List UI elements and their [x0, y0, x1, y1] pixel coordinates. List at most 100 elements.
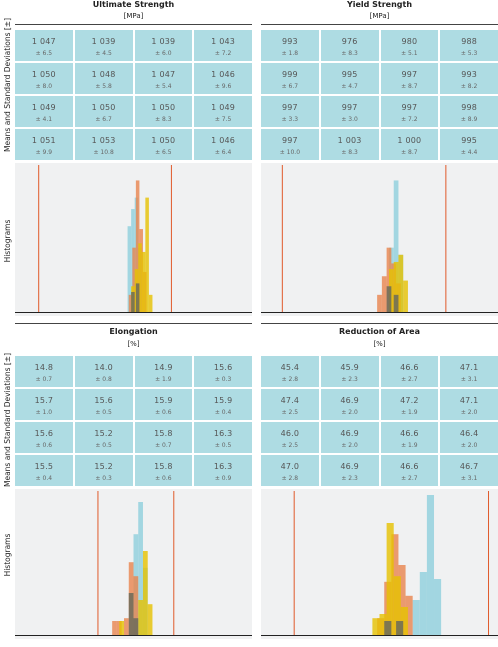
panel-unit: [%] [373, 340, 386, 348]
stat-sd: ± 0.5 [214, 442, 232, 449]
panel-rule [15, 24, 252, 25]
histogram-bar-orange [133, 576, 139, 635]
stat-sd: ± 8.9 [460, 116, 478, 123]
stat-cell: 16.3 ± 0.5 [194, 422, 252, 453]
stat-mean: 998 [461, 103, 478, 112]
stat-sd: ± 4.1 [35, 116, 53, 123]
histogram-bar-orange [112, 621, 117, 635]
histogram-bar-yellow [138, 243, 142, 312]
stat-cell: 988 ± 5.3 [440, 30, 498, 61]
stat-cell: 15.8 ± 0.6 [134, 455, 193, 486]
stat-cell: 15.6 ± 0.5 [74, 389, 133, 420]
stat-sd: ± 0.9 [214, 475, 232, 482]
stat-sd: ± 3.3 [281, 116, 299, 123]
stat-sd: ± 6.7 [95, 116, 112, 123]
panel-unit: [MPa] [123, 12, 144, 20]
histogram [261, 163, 498, 316]
stat-cell: 46.9 ± 2.3 [320, 455, 379, 486]
stat-cell: 46.4 ± 2.0 [440, 422, 498, 453]
stat-sd: ± 2.8 [281, 376, 299, 383]
stat-sd: ± 6.7 [281, 83, 299, 90]
stat-mean: 1 053 [91, 136, 116, 145]
stat-sd: ± 8.3 [341, 149, 358, 156]
stat-mean: 16.3 [213, 429, 233, 438]
stat-cell: 1 043 ± 7.2 [194, 30, 252, 61]
histogram-bar-yellow [141, 251, 146, 312]
stat-mean: 15.8 [154, 429, 173, 438]
histogram-bar-yellow [403, 280, 408, 312]
stat-sd: ± 2.0 [341, 409, 358, 416]
stat-cell: 976 ± 8.3 [320, 30, 379, 61]
stat-mean: 15.9 [154, 396, 173, 405]
stat-mean: 995 [461, 136, 478, 145]
histogram-bar-yellow [372, 618, 380, 635]
stat-cell: 1 039 ± 4.5 [74, 30, 133, 61]
panel-title: Elongation [109, 327, 158, 336]
stat-mean: 980 [401, 37, 418, 46]
stat-mean: 997 [341, 103, 358, 112]
stat-sd: ± 4.7 [341, 83, 358, 90]
stat-cell: 46.7 ± 3.1 [440, 455, 498, 486]
histogram-bar-orange [135, 180, 140, 312]
panel-ultimate-strength: Ultimate Strength [MPa] 1 047 ± 6.5 1 039 ±… [15, 0, 252, 316]
histogram-bar-yellow [393, 261, 399, 312]
stat-cell: 15.2 ± 0.3 [74, 455, 133, 486]
stat-cell: 15.9 ± 0.4 [194, 389, 252, 420]
stat-sd: ± 5.1 [401, 50, 418, 57]
means-grid: 1 047 ± 6.5 1 039 ± 4.5 1 039 ± 6.0 1 043 ± 7.2… [15, 30, 252, 160]
stat-cell: 1 050 ± 8.0 [15, 63, 73, 94]
stat-sd: ± 1.0 [35, 409, 53, 416]
panel-rule [15, 323, 252, 324]
stat-mean: 46.9 [340, 462, 359, 471]
histogram-bar-gray [384, 621, 392, 635]
stat-cell: 1 046 ± 9.6 [194, 63, 252, 94]
stat-cell: 980 ± 5.1 [380, 30, 439, 61]
stat-cell: 1 051 ± 9.9 [15, 129, 73, 160]
panel-reduction-of-area: Reduction of Area [%] 45.4 ± 2.8 45.9 ± 2.3… [261, 323, 498, 639]
stat-sd: ± 3.1 [460, 376, 478, 383]
stat-cell: 995 ± 4.4 [440, 129, 498, 160]
stat-sd: ± 6.0 [155, 50, 172, 57]
stat-sd: ± 2.7 [401, 376, 418, 383]
stat-cell: 1 047 ± 5.4 [134, 63, 193, 94]
panel-rule [261, 323, 498, 324]
means-grid: 45.4 ± 2.8 45.9 ± 2.3 46.6 ± 2.7 47.1 ± 3.1 47.4… [261, 356, 498, 486]
stat-sd: ± 0.3 [95, 475, 112, 482]
stat-mean: 15.6 [213, 363, 233, 372]
histogram-bar-yellow [119, 621, 125, 635]
histogram-bar-yellow [398, 254, 404, 312]
stat-sd: ± 5.4 [155, 83, 172, 90]
stat-cell: 997 ± 10.0 [261, 129, 319, 160]
histogram-bar-orange [405, 595, 413, 635]
stat-mean: 47.2 [400, 396, 419, 405]
stat-sd: ± 4.4 [460, 149, 478, 156]
histogram-bar-blue [127, 226, 132, 312]
stat-sd: ± 8.7 [401, 83, 418, 90]
stat-mean: 47.0 [280, 462, 300, 471]
stat-sd: ± 0.4 [214, 409, 232, 416]
means-grid: 14.8 ± 0.7 14.0 ± 0.8 14.9 ± 1.9 15.6 ± 0.3 15.7… [15, 356, 252, 486]
panel-elongation: Elongation [%] 14.8 ± 0.7 14.0 ± 0.8 14.9 ± 1… [15, 323, 252, 639]
histogram-bar-gray [128, 593, 134, 635]
stat-sd: ± 0.6 [155, 475, 172, 482]
histogram-bar-gray [133, 618, 139, 635]
stat-mean: 14.9 [154, 363, 173, 372]
stat-mean: 1 050 [91, 103, 116, 112]
stat-mean: 1 050 [151, 103, 176, 112]
stat-mean: 15.6 [34, 429, 54, 438]
histogram-bar-gray [396, 621, 404, 635]
histogram-bar-orange [377, 294, 382, 312]
histogram-bar-yellow [142, 551, 148, 635]
stat-mean: 1 046 [211, 136, 236, 145]
stat-mean: 15.5 [34, 462, 54, 471]
histogram-svg [15, 165, 252, 313]
means-sd-label-top: Means and Standard Deviations [±] [3, 17, 12, 153]
stat-cell: 1 049 ± 7.5 [194, 96, 252, 127]
stat-cell: 1 050 ± 6.5 [134, 129, 193, 160]
stat-sd: ± 2.0 [341, 442, 358, 449]
stat-sd: ± 3.0 [341, 116, 358, 123]
stat-sd: ± 8.2 [460, 83, 478, 90]
histogram-bar-blue [412, 600, 420, 635]
stat-sd: ± 0.4 [35, 475, 53, 482]
stat-sd: ± 7.5 [214, 116, 232, 123]
